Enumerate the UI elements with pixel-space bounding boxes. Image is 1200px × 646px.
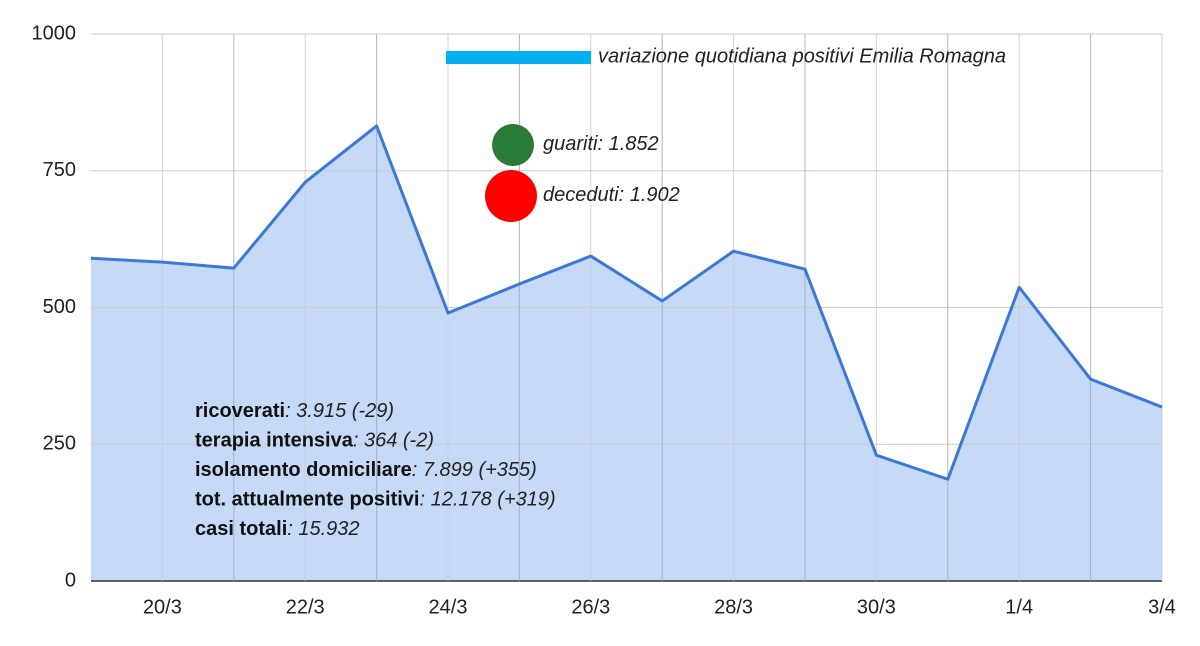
- annotation: ricoverati: 3.915 (-29): [195, 400, 394, 422]
- area-fill: [91, 125, 1162, 582]
- annotation-label: terapia intensiva: [195, 430, 354, 452]
- annotation: tot. attualmente positivi: 12.178 (+319): [195, 489, 556, 511]
- x-tick-label: 22/3: [286, 596, 325, 618]
- annotation-label: isolamento domiciliare: [195, 459, 412, 481]
- marker-label: deceduti: [543, 184, 619, 206]
- y-tick-label: 250: [43, 433, 76, 455]
- marker-text: guariti: 1.852: [543, 133, 659, 155]
- x-tick-label: 30/3: [857, 596, 896, 618]
- x-tick-label: 1/4: [1005, 596, 1033, 618]
- annotation: isolamento domiciliare: 7.899 (+355): [195, 459, 537, 481]
- annotation-value: : 7.899 (+355): [412, 459, 537, 481]
- annotation-value: : 12.178 (+319): [419, 489, 555, 511]
- x-tick-label: 3/4: [1148, 596, 1176, 618]
- annotation-label: tot. attualmente positivi: [195, 489, 419, 511]
- annotation-label: casi totali: [195, 518, 287, 540]
- x-tick-label: 28/3: [714, 596, 753, 618]
- legend-label: variazione quotidiana positivi Emilia Ro…: [598, 45, 1006, 67]
- legend-swatch: [446, 51, 591, 64]
- annotation: terapia intensiva: 364 (-2): [195, 430, 434, 452]
- annotation-value: : 364 (-2): [353, 430, 434, 452]
- marker-dot: [485, 170, 537, 222]
- y-tick-label: 1000: [32, 22, 77, 44]
- marker-dot: [492, 124, 534, 166]
- marker-value: : 1.852: [597, 133, 658, 155]
- x-tick-label: 24/3: [429, 596, 468, 618]
- y-tick-label: 0: [65, 569, 76, 591]
- x-tick-label: 20/3: [143, 596, 182, 618]
- marker-value: : 1.902: [619, 184, 680, 206]
- annotation-label: ricoverati: [195, 400, 285, 422]
- y-tick-label: 500: [43, 296, 76, 318]
- y-tick-label: 750: [43, 159, 76, 181]
- annotation-value: : 3.915 (-29): [285, 400, 394, 422]
- marker-label: guariti: [543, 133, 598, 155]
- marker-text: deceduti: 1.902: [543, 184, 680, 206]
- x-tick-label: 26/3: [571, 596, 610, 618]
- annotation-value: : 15.932: [287, 518, 359, 540]
- annotation: casi totali: 15.932: [195, 518, 360, 540]
- line: [90, 124, 1163, 481]
